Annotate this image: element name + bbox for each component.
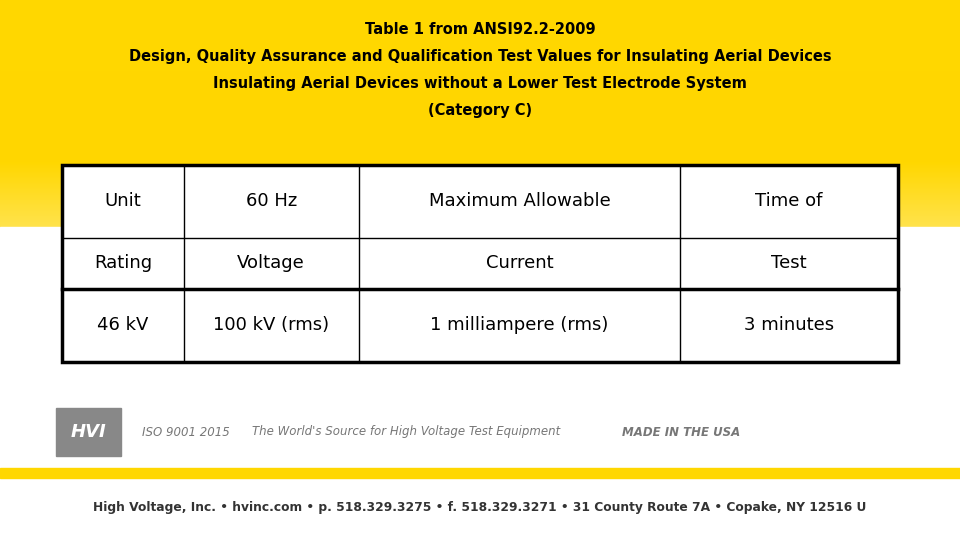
Text: Maximum Allowable: Maximum Allowable	[429, 192, 611, 210]
Text: Unit: Unit	[105, 192, 141, 210]
Text: ISO 9001 2015: ISO 9001 2015	[142, 426, 229, 438]
Bar	[56, 408, 121, 456]
Text: 1 milliampere (rms): 1 milliampere (rms)	[430, 316, 609, 334]
Text: Rating: Rating	[94, 254, 152, 272]
Bar	[62, 165, 898, 362]
Text: Test: Test	[771, 254, 806, 272]
Text: 3 minutes: 3 minutes	[744, 316, 834, 334]
Text: The World's Source for High Voltage Test Equipment: The World's Source for High Voltage Test…	[252, 426, 561, 438]
Bar	[0, 227, 960, 540]
Text: Table 1 from ANSI92.2-2009: Table 1 from ANSI92.2-2009	[365, 22, 595, 37]
Text: 46 kV: 46 kV	[97, 316, 149, 334]
Bar	[0, 389, 960, 540]
Bar	[62, 165, 898, 362]
Text: High Voltage, Inc. • hvinc.com • p. 518.329.3275 • f. 518.329.3271 • 31 County R: High Voltage, Inc. • hvinc.com • p. 518.…	[93, 501, 867, 514]
Text: HVI: HVI	[70, 423, 107, 441]
Text: MADE IN THE USA: MADE IN THE USA	[622, 426, 740, 438]
Text: Design, Quality Assurance and Qualification Test Values for Insulating Aerial De: Design, Quality Assurance and Qualificat…	[129, 49, 831, 64]
Text: Insulating Aerial Devices without a Lower Test Electrode System: Insulating Aerial Devices without a Lowe…	[213, 76, 747, 91]
Bar	[0, 0, 960, 70]
Text: Voltage: Voltage	[237, 254, 305, 272]
Text: 100 kV (rms): 100 kV (rms)	[213, 316, 329, 334]
Bar	[0, 468, 960, 478]
Text: Current: Current	[486, 254, 554, 272]
Text: Time of: Time of	[756, 192, 823, 210]
Text: 60 Hz: 60 Hz	[246, 192, 297, 210]
Text: (Category C): (Category C)	[428, 103, 532, 118]
